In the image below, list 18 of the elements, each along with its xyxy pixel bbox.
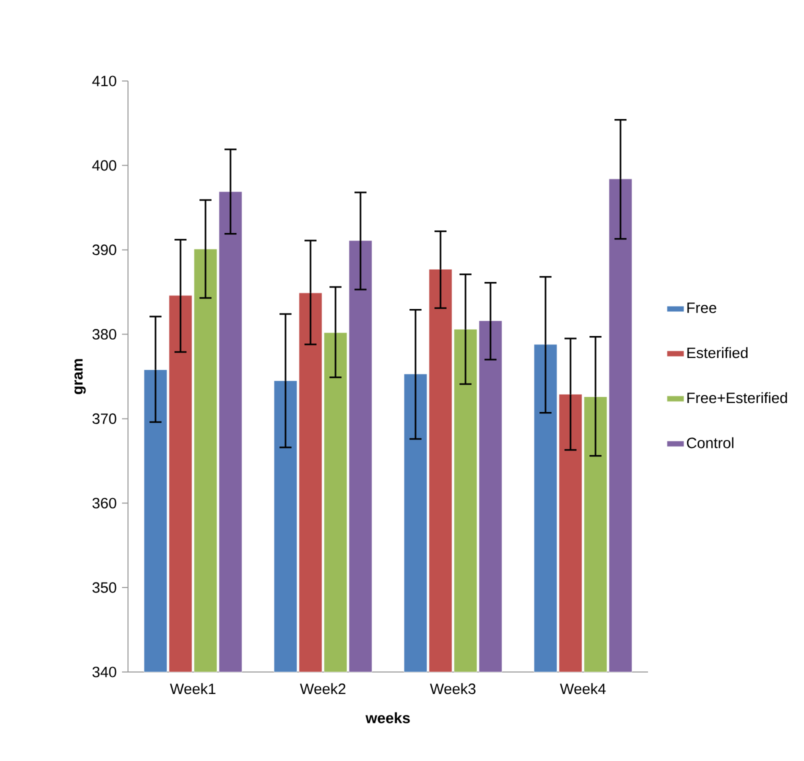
x-axis-title: weeks bbox=[366, 712, 410, 724]
legend-label: Control bbox=[686, 437, 734, 448]
legend-label: Free+Esterified bbox=[687, 392, 787, 404]
x-tick-label: Week1 bbox=[170, 683, 216, 694]
y-tick-label: 340 bbox=[92, 666, 116, 678]
y-tick-label: 390 bbox=[92, 244, 116, 256]
legend-label: Free bbox=[687, 302, 716, 314]
x-tick-label: Week4 bbox=[560, 683, 606, 694]
y-tick-label: 400 bbox=[92, 160, 116, 171]
y-axis-title: gram bbox=[74, 359, 86, 394]
y-tick-label: 350 bbox=[92, 582, 116, 593]
y-tick-label: 380 bbox=[92, 328, 116, 340]
legend-label: Esterified bbox=[687, 347, 748, 358]
y-tick-label: 360 bbox=[92, 498, 116, 508]
x-tick-label: Week2 bbox=[300, 683, 346, 694]
x-tick-label: Week3 bbox=[430, 683, 476, 694]
y-tick-label: 370 bbox=[92, 413, 116, 424]
y-tick-label: 410 bbox=[92, 76, 116, 86]
